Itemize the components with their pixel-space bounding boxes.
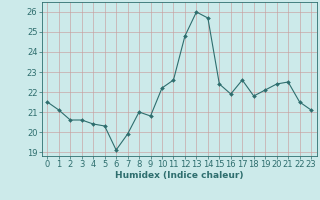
X-axis label: Humidex (Indice chaleur): Humidex (Indice chaleur) xyxy=(115,171,244,180)
